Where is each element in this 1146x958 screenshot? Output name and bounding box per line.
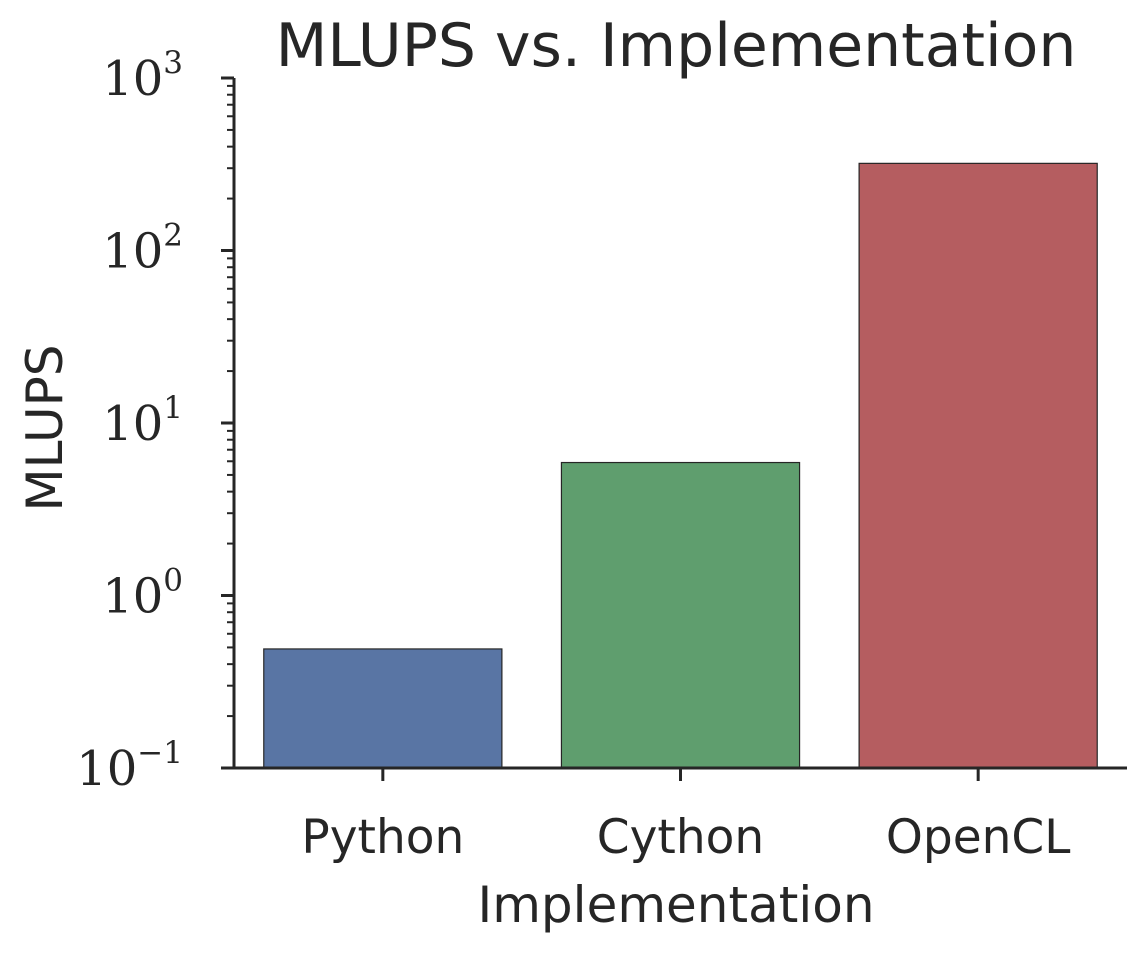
y-tick-label: 102: [102, 218, 183, 280]
y-tick-exponent: 0: [163, 563, 183, 599]
x-tick-label: OpenCL: [886, 810, 1071, 865]
y-tick-base: 10: [102, 569, 163, 625]
y-tick-exponent: 1: [163, 390, 183, 426]
y-tick-label: 103: [102, 45, 183, 107]
y-tick-exponent: 3: [163, 45, 183, 81]
y-tick-exponent: −1: [137, 735, 183, 771]
x-axis-label: Implementation: [477, 876, 874, 934]
bars: [263, 162, 1098, 769]
bar-opencl: [858, 162, 1098, 769]
y-tick-base: 10: [102, 51, 163, 107]
y-tick-base: 10: [102, 396, 163, 452]
chart-title: MLUPS vs. Implementation: [276, 11, 1077, 81]
bar-cython: [560, 461, 801, 769]
bar-python: [263, 648, 503, 769]
y-tick-label: 100: [102, 563, 183, 625]
y-tick-base: 10: [102, 224, 163, 280]
y-tick-exponent: 2: [163, 218, 183, 254]
x-tick-label: Python: [301, 810, 464, 865]
y-tick-base: 10: [76, 741, 137, 797]
y-tick-label: 101: [102, 390, 183, 452]
x-ticks: Python Cython OpenCL: [301, 768, 1070, 865]
y-axis-label: MLUPS: [16, 345, 74, 512]
x-tick-label: Cython: [597, 810, 764, 865]
y-tick-label: 10−1: [76, 735, 183, 797]
